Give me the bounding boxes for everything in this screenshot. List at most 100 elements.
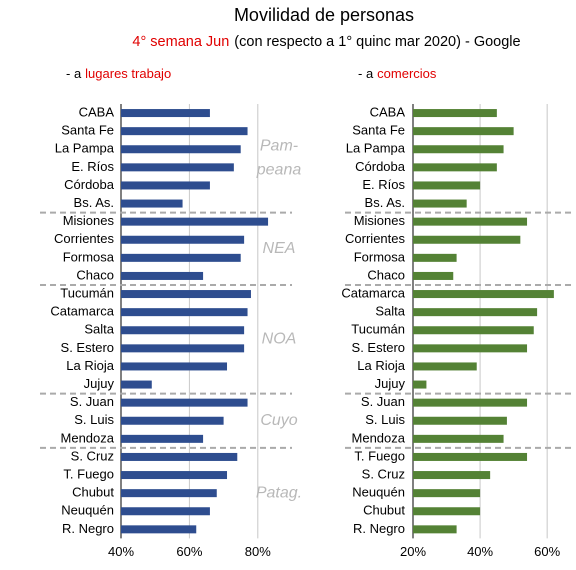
bar <box>413 290 554 299</box>
category-label: R. Negro <box>353 521 405 536</box>
category-label: T. Fuego <box>354 448 405 463</box>
bar <box>413 145 504 154</box>
bar <box>121 398 248 407</box>
region-label: Cuyo <box>260 412 297 429</box>
bar <box>121 308 248 317</box>
category-label: Chaco <box>367 267 405 282</box>
x-tick-label: 20% <box>400 544 426 559</box>
bar <box>121 253 241 262</box>
category-label: T. Fuego <box>63 466 114 481</box>
panel-title: - a comercios <box>358 66 437 81</box>
category-label: S. Estero <box>352 340 405 355</box>
panel-title-part: comercios <box>377 66 437 81</box>
bar <box>121 109 210 118</box>
bar <box>121 452 238 461</box>
bar <box>121 235 245 244</box>
category-label: R. Negro <box>62 521 114 536</box>
bar <box>121 362 228 371</box>
category-label: E. Ríos <box>71 159 114 174</box>
bar <box>413 199 467 208</box>
bar <box>413 398 528 407</box>
category-label: S. Juan <box>361 394 405 409</box>
category-label: Chaco <box>76 267 114 282</box>
category-label: Misiones <box>354 213 406 228</box>
category-label: Bs. As. <box>74 195 114 210</box>
bar <box>121 344 245 353</box>
bar <box>121 416 224 425</box>
category-label: E. Ríos <box>362 177 405 192</box>
bar <box>413 416 507 425</box>
category-label: Neuquén <box>61 503 114 518</box>
bar <box>413 507 481 516</box>
x-tick-label: 40% <box>467 544 493 559</box>
bar <box>413 452 528 461</box>
category-label: Córdoba <box>64 177 115 192</box>
x-tick-label: 80% <box>245 544 271 559</box>
category-label: La Rioja <box>66 358 114 373</box>
bar <box>121 380 152 389</box>
category-label: Córdoba <box>355 159 406 174</box>
bar <box>121 145 241 154</box>
region-label: peana <box>256 162 302 179</box>
category-label: La Pampa <box>346 141 406 156</box>
category-label: Misiones <box>63 213 115 228</box>
panel-title-part: - a <box>66 66 82 81</box>
category-label: Catamarca <box>50 304 114 319</box>
bar <box>413 344 528 353</box>
category-label: Santa Fe <box>61 123 114 138</box>
category-label: La Pampa <box>55 141 115 156</box>
bar <box>413 362 477 371</box>
bar <box>121 471 228 480</box>
category-label: Tucumán <box>60 285 114 300</box>
region-label: NEA <box>263 240 296 257</box>
bar <box>413 217 528 226</box>
category-label: Formosa <box>354 249 406 264</box>
category-label: S. Cruz <box>362 466 405 481</box>
bar <box>121 127 248 136</box>
category-label: Mendoza <box>61 430 115 445</box>
x-tick-label: 40% <box>108 544 134 559</box>
category-label: CABA <box>79 104 115 119</box>
bar <box>413 235 521 244</box>
category-label: S. Juan <box>70 394 114 409</box>
category-label: CABA <box>370 104 406 119</box>
bar <box>413 525 457 534</box>
panel-title-part: - a <box>358 66 374 81</box>
category-label: S. Luis <box>365 412 405 427</box>
category-label: Salta <box>84 322 114 337</box>
bar <box>413 489 481 498</box>
region-label: NOA <box>262 331 297 348</box>
region-label: Pam- <box>260 138 298 155</box>
category-label: S. Estero <box>61 340 114 355</box>
bar <box>413 127 514 136</box>
bar <box>121 489 217 498</box>
category-label: La Rioja <box>357 358 405 373</box>
bar <box>413 326 534 335</box>
bar <box>121 217 269 226</box>
category-label: S. Luis <box>74 412 114 427</box>
category-label: Chubut <box>72 485 114 500</box>
category-label: Mendoza <box>352 430 406 445</box>
bar <box>121 434 204 443</box>
bar <box>121 181 210 190</box>
bar <box>121 507 210 516</box>
category-label: Neuquén <box>352 485 405 500</box>
subtitle-part: (con respecto a 1° quinc mar 2020) - Goo… <box>234 34 520 50</box>
panel-title-part: lugares trabajo <box>85 66 171 81</box>
category-label: Corrientes <box>54 231 114 246</box>
bar <box>413 380 427 389</box>
bar <box>121 290 251 299</box>
x-tick-label: 60% <box>176 544 202 559</box>
subtitle-part: 4° semana Jun <box>132 34 229 50</box>
category-label: Santa Fe <box>352 123 405 138</box>
category-label: Jujuy <box>84 376 115 391</box>
bar <box>121 525 197 534</box>
bar <box>413 181 481 190</box>
category-label: Bs. As. <box>365 195 405 210</box>
bar <box>413 109 497 118</box>
category-label: Jujuy <box>375 376 406 391</box>
bar <box>121 199 183 208</box>
bar <box>413 253 457 262</box>
bar <box>413 163 497 172</box>
